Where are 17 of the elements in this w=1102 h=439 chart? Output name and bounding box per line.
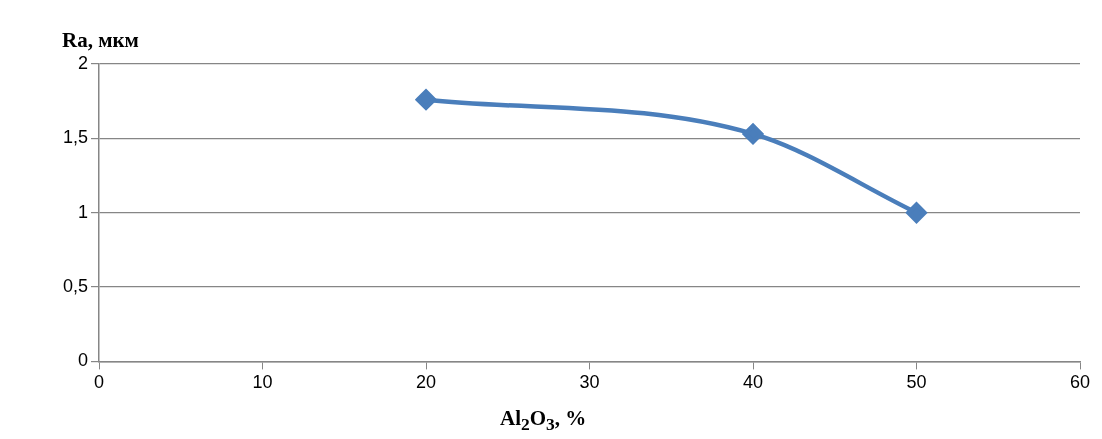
x-tick-label: 50 xyxy=(906,372,927,393)
y-tick-label: 0 xyxy=(78,350,89,371)
x-tick-label: 60 xyxy=(1069,372,1091,393)
x-tick-label: 40 xyxy=(742,372,764,393)
y-tick-label: 1,5 xyxy=(62,127,89,148)
x-tick-label: 20 xyxy=(416,372,437,393)
y-axis-title: Ra, мкм xyxy=(62,28,139,53)
point xyxy=(742,123,764,145)
x-tick-label: 30 xyxy=(579,372,600,393)
point xyxy=(906,202,927,223)
y-tick-label: 0,5 xyxy=(62,276,89,297)
x-axis-title: Al$_{2}$O$_{3}$, % xyxy=(500,406,587,436)
x-tick-label: 0 xyxy=(94,372,105,393)
x-tick-label: 10 xyxy=(252,372,273,393)
y-tick-label: 2 xyxy=(78,52,89,73)
y-tick-label: 1 xyxy=(78,201,89,222)
point xyxy=(415,89,437,110)
